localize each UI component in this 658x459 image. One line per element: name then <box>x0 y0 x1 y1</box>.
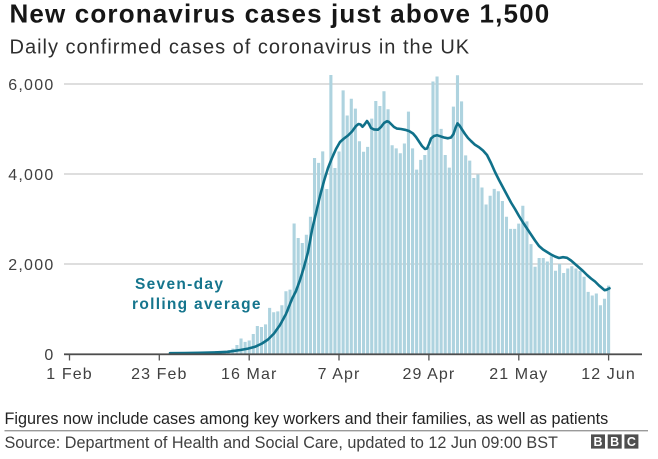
svg-text:1 Feb: 1 Feb <box>46 366 92 383</box>
svg-text:6,000: 6,000 <box>8 77 54 94</box>
svg-text:Seven-day: Seven-day <box>135 276 224 293</box>
svg-text:0: 0 <box>44 347 54 364</box>
svg-text:Source: Department of Health a: Source: Department of Health and Social … <box>5 434 559 452</box>
svg-text:rolling average: rolling average <box>132 296 262 313</box>
svg-text:B: B <box>593 435 602 449</box>
svg-text:New coronavirus cases just abo: New coronavirus cases just above 1,500 <box>10 0 551 29</box>
svg-text:21 May: 21 May <box>489 366 548 383</box>
svg-text:4,000: 4,000 <box>8 167 54 184</box>
svg-text:16 Mar: 16 Mar <box>221 366 277 383</box>
svg-text:B: B <box>610 435 619 449</box>
svg-text:Figures now include cases amon: Figures now include cases among key work… <box>5 410 609 428</box>
svg-text:23 Feb: 23 Feb <box>131 366 187 383</box>
svg-text:C: C <box>627 435 636 449</box>
svg-text:2,000: 2,000 <box>8 257 54 274</box>
svg-text:7 Apr: 7 Apr <box>318 366 361 383</box>
svg-text:12 Jun: 12 Jun <box>581 366 636 383</box>
svg-text:29 Apr: 29 Apr <box>402 366 455 383</box>
svg-text:Daily confirmed cases of coron: Daily confirmed cases of coronavirus in … <box>10 37 471 59</box>
